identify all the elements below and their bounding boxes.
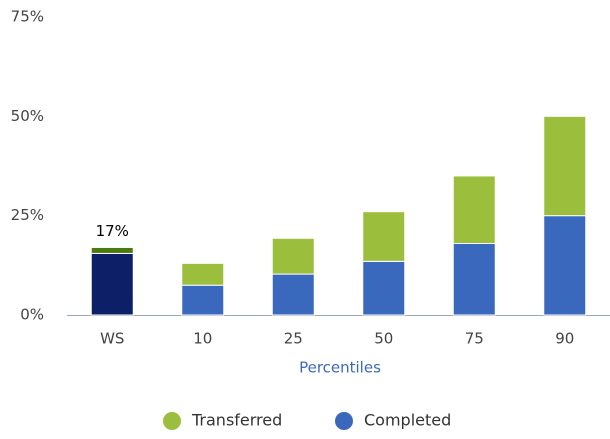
x-tick-label: 25	[284, 330, 303, 348]
data-label: 17%	[96, 222, 129, 240]
bar-segment	[362, 211, 406, 262]
legend-label: Transferred	[191, 411, 282, 430]
bar-segment	[543, 215, 587, 316]
x-axis-label: Percentiles	[299, 359, 381, 377]
x-tick-label: 10	[193, 330, 212, 348]
bar-segment	[362, 260, 406, 316]
y-tick-label: 25%	[11, 206, 44, 224]
x-tick-label: 90	[555, 330, 574, 348]
bar-segment	[271, 237, 315, 275]
x-tick-label: WS	[100, 330, 124, 348]
y-tick-label: 50%	[11, 107, 44, 125]
bar-segment	[543, 115, 587, 217]
x-tick-label: 75	[465, 330, 484, 348]
bar-segment	[452, 242, 496, 316]
bar-segment	[90, 246, 134, 254]
legend-label: Completed	[364, 411, 451, 430]
legend-marker	[335, 412, 353, 430]
y-tick-label: 75%	[11, 8, 44, 26]
bar-segment	[90, 252, 134, 316]
bar-segment	[452, 175, 496, 244]
bar-segment	[181, 262, 225, 286]
bar-segment	[271, 273, 315, 316]
bar-segment	[181, 284, 225, 316]
legend-marker	[163, 412, 181, 430]
x-tick-label: 50	[374, 330, 393, 348]
y-tick-label: 0%	[20, 306, 44, 324]
